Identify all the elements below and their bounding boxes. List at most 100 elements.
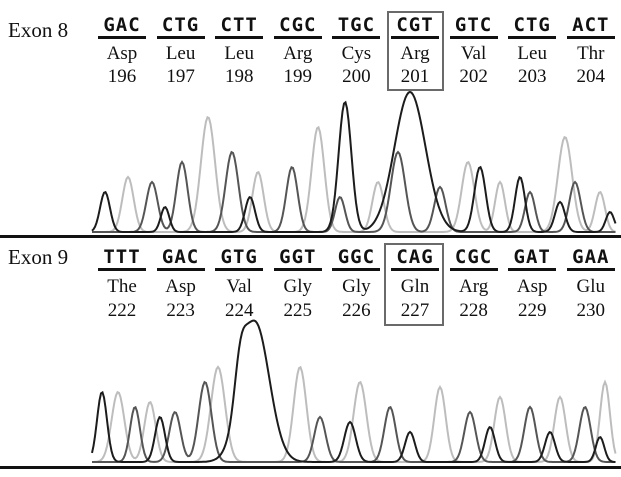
codon-underline [449,268,498,271]
codon-sequence: GAC [155,246,207,271]
codon-sequence: GGC [330,246,382,271]
exon-9-label: Exon 9 [8,245,69,269]
codon-underline [332,36,381,39]
exon-9-highlight-box [384,243,444,326]
codon-sequence: TGC [330,14,382,39]
bottom-rule [0,466,621,469]
codon-position-number: 196 [107,66,137,87]
codon-sequence: GAC [96,14,148,39]
exon-8-highlight-box [387,11,444,91]
codon-position-number: 199 [283,66,313,87]
codon-position-number: 225 [283,300,313,321]
codon-underline [566,268,615,271]
codon-underline [508,36,557,39]
codon-underline [273,268,322,271]
codon-sequence: CGC [272,14,324,39]
codon-position-number: 204 [576,66,606,87]
amino-acid-label: Arg [283,43,313,64]
chromatogram-trace-mid [92,150,616,233]
codon-bases: GTC [454,14,493,36]
codon-bases: CTT [220,14,258,36]
panel-divider [0,235,621,238]
amino-acid-label: Arg [400,43,430,64]
codon-sequence: ACT [565,14,617,39]
codon-underline [332,268,381,271]
codon-sequence: GGT [272,246,324,271]
codon-sequence: GTC [448,14,500,39]
codon-sequence: GAA [565,246,617,271]
codon-underline [449,36,498,39]
codon-position-number: 228 [459,300,488,321]
codon-underline [156,268,205,271]
codon-position-number: 201 [400,66,430,87]
codon-position-number: 198 [224,66,254,87]
amino-acid-label: Arg [458,276,489,297]
codon-bases: CTG [161,14,200,36]
codon-underline [391,36,439,39]
codon-sequence: CTG [506,14,558,39]
amino-acid-label: Cys [341,43,372,64]
codon-bases: CGT [396,14,434,36]
chromatogram-trace-dark [91,90,617,233]
codon-underline [273,36,322,39]
codon-bases: GGC [337,246,376,268]
amino-acid-label: The [107,276,137,297]
codon-bases: CGC [454,246,493,268]
amino-acid-label: Val [460,43,487,64]
codon-bases: GTG [220,246,258,268]
codon-bases: GAT [513,246,551,268]
codon-underline [98,268,146,271]
codon-position-number: 203 [517,66,547,87]
codon-underline [566,36,615,39]
codon-position-number: 197 [166,66,195,87]
codon-sequence: CGT [389,14,441,39]
codon-position-number: 227 [400,300,430,321]
codon-position-number: 230 [576,300,606,321]
codon-sequence: TTT [96,246,148,271]
codon-position-number: 222 [107,300,137,321]
amino-acid-label: Leu [224,43,254,64]
codon-bases: ACT [572,14,610,36]
chromatogram-trace-mid [92,380,616,463]
codon-underline [215,268,264,271]
codon-position-number: 200 [342,66,371,87]
codon-bases: CGC [279,14,317,36]
codon-position-number: 229 [517,300,547,321]
amino-acid-label: Val [226,276,252,297]
codon-position-number: 223 [166,300,195,321]
amino-acid-label: Asp [106,43,138,64]
amino-acid-label: Leu [165,43,196,64]
codon-underline [508,268,557,271]
amino-acid-label: Asp [516,276,548,297]
codon-underline [156,36,205,39]
codon-sequence: CTT [213,14,265,39]
codon-bases: TTT [103,246,141,268]
codon-bases: GAA [572,246,610,268]
codon-sequence: CAG [389,246,441,271]
codon-sequence: GAT [506,246,558,271]
codon-bases: GAC [161,246,200,268]
amino-acid-label: Glu [576,276,606,297]
amino-acid-label: Thr [577,43,605,64]
amino-acid-label: Gly [283,276,313,297]
amino-acid-label: Gln [400,276,430,297]
codon-bases: GGT [279,246,317,268]
codon-position-number: 226 [342,300,371,321]
codon-bases: CTG [513,14,551,36]
amino-acid-label: Leu [517,43,547,64]
codon-position-number: 224 [224,300,254,321]
codon-underline [98,36,146,39]
codon-bases: TGC [337,14,376,36]
exon-8-label: Exon 8 [8,18,69,42]
codon-underline [215,36,264,39]
chromatogram-trace-dark [91,319,616,463]
amino-acid-label: Gly [342,276,371,297]
codon-underline [391,268,439,271]
codon-sequence: GTG [213,246,265,271]
amino-acid-label: Asp [165,276,196,297]
codon-sequence: CGC [448,246,500,271]
codon-position-number: 202 [459,66,488,87]
